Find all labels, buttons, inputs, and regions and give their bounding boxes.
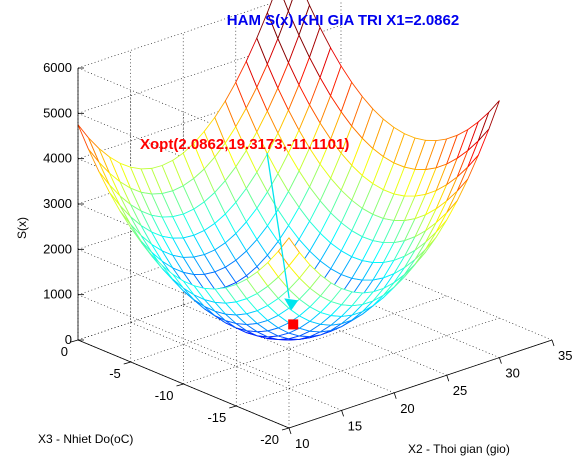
surface-cell bbox=[283, 0, 293, 13]
z-tick-label: 1000 bbox=[43, 287, 72, 302]
x-axis-label: X2 - Thoi gian (gio) bbox=[408, 442, 510, 456]
y-tick bbox=[281, 427, 290, 431]
x-tick bbox=[341, 410, 344, 417]
y-tick bbox=[70, 339, 79, 343]
axis-box bbox=[70, 67, 555, 435]
grid-line bbox=[236, 317, 500, 407]
x-tick bbox=[288, 427, 292, 435]
optimum-arrow bbox=[266, 152, 290, 299]
grid-line bbox=[77, 0, 283, 69]
x-tick-label: 10 bbox=[295, 436, 309, 451]
x-tick bbox=[393, 392, 397, 399]
y-tick bbox=[176, 383, 184, 387]
x-tick bbox=[551, 339, 555, 347]
x-tick bbox=[499, 357, 502, 364]
x-tick-label: 35 bbox=[558, 348, 572, 363]
x-tick-label: 15 bbox=[348, 418, 362, 433]
y-tick-label: -10 bbox=[155, 388, 174, 403]
y-tick-label: -15 bbox=[207, 410, 226, 425]
surface-cell bbox=[477, 100, 500, 142]
z-tick-label: 2000 bbox=[43, 241, 72, 256]
surface-mesh bbox=[77, 0, 500, 341]
z-tick-label: 3000 bbox=[43, 196, 72, 211]
y-tick-label: -20 bbox=[260, 432, 279, 447]
z-tick-label: 4000 bbox=[43, 151, 72, 166]
tick-labels: 10 15 20 25 30 35 0 -5 -10 -15 -20 0 1000 2000 3000 400… bbox=[43, 60, 572, 451]
optimum-label: Xopt(2.0862,19.3173,-11.1101) bbox=[140, 136, 349, 153]
y-tick-label: 0 bbox=[61, 344, 68, 359]
z-axis-label: S(x) bbox=[15, 217, 29, 239]
z-tick-label: 6000 bbox=[43, 60, 72, 75]
x-tick bbox=[446, 375, 450, 382]
y-tick-label: -5 bbox=[109, 366, 121, 381]
y-tick bbox=[123, 361, 131, 365]
x-tick-label: 30 bbox=[505, 366, 519, 381]
chart-title: HAM S(x) KHI GIA TRI X1=2.0862 bbox=[227, 12, 459, 29]
grid-line bbox=[183, 295, 447, 385]
z-tick-label: 0 bbox=[65, 332, 72, 347]
surface-cell bbox=[77, 124, 100, 163]
x-tick-label: 20 bbox=[400, 401, 414, 416]
z-tick-label: 5000 bbox=[43, 105, 72, 120]
optimum-arrow-head bbox=[284, 298, 299, 311]
x-tick-label: 25 bbox=[453, 383, 467, 398]
x-axis-line bbox=[288, 339, 553, 429]
y-axis-label: X3 - Nhiet Do(oC) bbox=[38, 432, 133, 446]
y-tick bbox=[229, 405, 237, 409]
optimum-marker bbox=[288, 319, 299, 330]
